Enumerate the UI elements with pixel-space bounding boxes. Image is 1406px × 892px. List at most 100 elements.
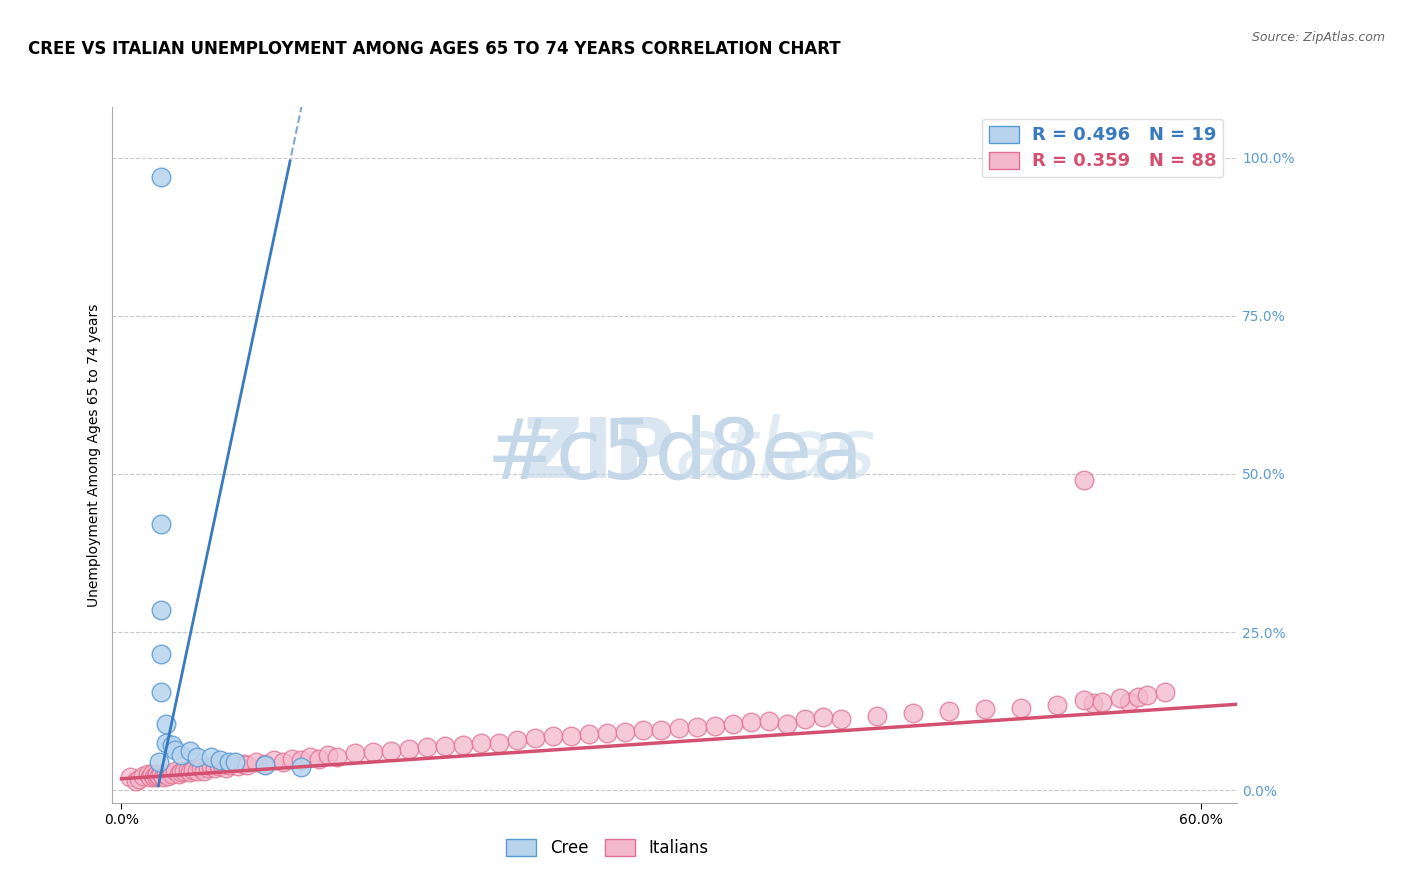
Point — [1136, 688, 1159, 702]
Point — [308, 751, 330, 765]
Point — [228, 759, 250, 773]
Point — [1128, 690, 1150, 704]
Point — [1073, 473, 1095, 487]
Point — [974, 702, 997, 716]
Point — [903, 706, 925, 720]
Point — [120, 771, 142, 785]
Point — [281, 751, 304, 765]
Text: CREE VS ITALIAN UNEMPLOYMENT AMONG AGES 65 TO 74 YEARS CORRELATION CHART: CREE VS ITALIAN UNEMPLOYMENT AMONG AGES … — [28, 40, 841, 58]
Point — [578, 727, 600, 741]
Point — [416, 740, 439, 755]
Point — [273, 755, 295, 769]
Point — [686, 720, 709, 734]
Point — [167, 767, 190, 781]
Point — [254, 757, 277, 772]
Point — [318, 748, 340, 763]
Point — [211, 757, 233, 772]
Point — [204, 761, 226, 775]
Point — [543, 730, 565, 744]
Point — [165, 764, 187, 779]
Point — [209, 753, 232, 767]
Point — [186, 750, 208, 764]
Point — [1154, 685, 1177, 699]
Y-axis label: Unemployment Among Ages 65 to 74 years: Unemployment Among Ages 65 to 74 years — [87, 303, 101, 607]
Point — [633, 723, 655, 737]
Point — [723, 716, 745, 731]
Point — [152, 771, 174, 785]
Point — [1010, 701, 1032, 715]
Point — [560, 730, 582, 744]
Point — [160, 738, 183, 752]
Point — [186, 764, 208, 779]
Point — [150, 685, 173, 699]
Point — [299, 750, 322, 764]
Point — [614, 725, 637, 739]
Point — [813, 710, 835, 724]
Point — [155, 736, 177, 750]
Point — [758, 714, 780, 728]
Point — [177, 763, 200, 777]
Point — [160, 767, 183, 781]
Point — [1118, 695, 1140, 709]
Point — [453, 738, 475, 752]
Point — [290, 760, 312, 774]
Point — [150, 767, 173, 781]
Point — [1073, 693, 1095, 707]
Point — [170, 765, 193, 780]
Point — [794, 712, 817, 726]
Point — [145, 769, 167, 783]
Point — [740, 714, 762, 729]
Point — [470, 736, 492, 750]
Point — [142, 771, 165, 785]
Point — [380, 744, 402, 758]
Point — [128, 772, 150, 786]
Point — [200, 750, 222, 764]
Point — [139, 771, 162, 785]
Point — [1083, 696, 1105, 710]
Point — [173, 764, 195, 779]
Point — [170, 748, 193, 763]
Point — [263, 753, 285, 767]
Point — [138, 767, 160, 781]
Point — [524, 731, 547, 746]
Point — [200, 759, 222, 773]
Point — [179, 744, 201, 758]
Point — [193, 764, 215, 779]
Text: atlas: atlas — [675, 415, 876, 495]
Text: Source: ZipAtlas.com: Source: ZipAtlas.com — [1251, 31, 1385, 45]
Point — [208, 759, 231, 773]
Point — [668, 721, 690, 735]
Point — [254, 756, 277, 771]
Point — [434, 739, 457, 753]
Point — [132, 769, 155, 783]
Point — [236, 757, 259, 772]
Point — [290, 753, 312, 767]
Point — [1091, 695, 1114, 709]
Point — [190, 761, 212, 775]
Point — [506, 732, 529, 747]
Point — [218, 755, 240, 769]
Point — [155, 767, 177, 781]
Point — [363, 745, 385, 759]
Point — [197, 761, 219, 775]
Point — [1046, 698, 1069, 712]
Point — [488, 736, 510, 750]
Point — [232, 756, 254, 771]
Point — [776, 716, 799, 731]
Point — [224, 756, 246, 770]
Point — [125, 773, 148, 788]
Point — [150, 169, 173, 184]
Point — [245, 755, 267, 769]
Point — [704, 718, 727, 732]
Legend: Cree, Italians: Cree, Italians — [499, 832, 716, 864]
Point — [215, 761, 238, 775]
Point — [148, 769, 170, 783]
Text: #c5d8ea: #c5d8ea — [486, 415, 863, 495]
Point — [218, 757, 240, 772]
Point — [830, 712, 852, 726]
Point — [155, 716, 177, 731]
Point — [1109, 691, 1132, 706]
Point — [146, 767, 169, 781]
Point — [650, 723, 672, 737]
Point — [150, 603, 173, 617]
